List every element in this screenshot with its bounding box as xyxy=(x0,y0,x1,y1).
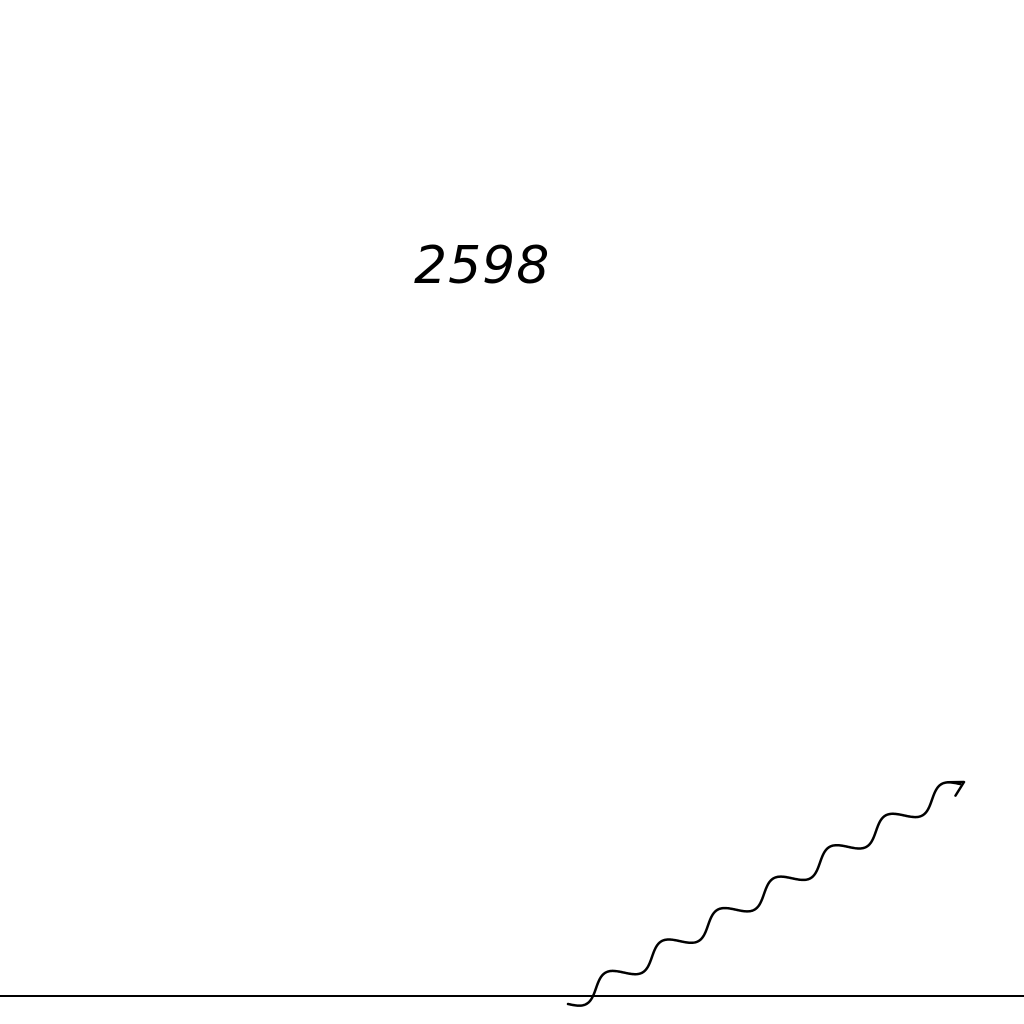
arrowhead-icon xyxy=(946,780,966,797)
number-label: 2598 xyxy=(414,236,551,296)
wavy-arrow-icon xyxy=(566,781,962,1007)
